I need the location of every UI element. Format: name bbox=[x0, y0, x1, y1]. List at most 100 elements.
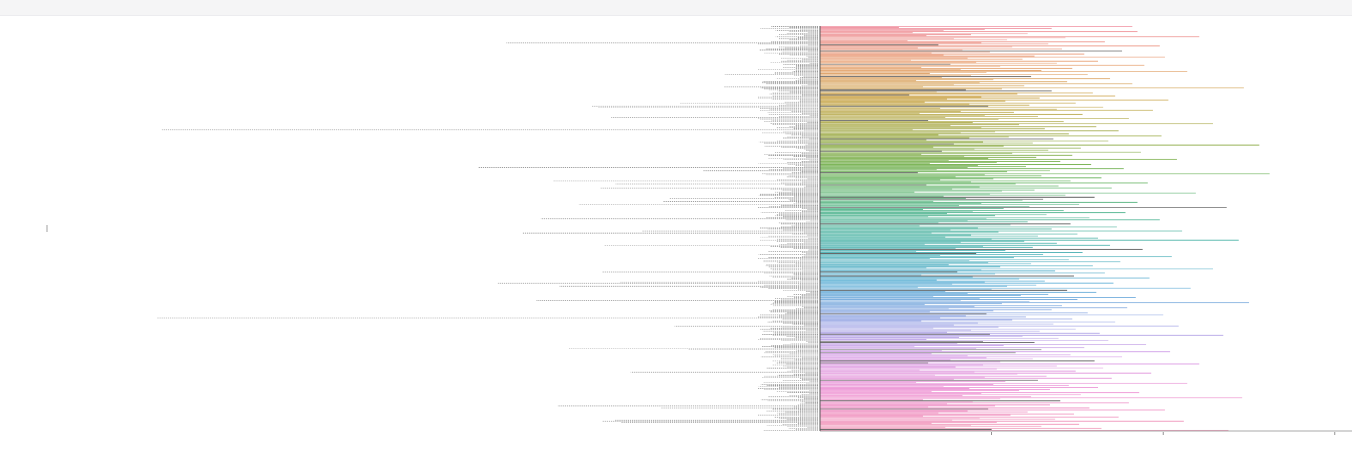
horizontal-bar-chart bbox=[46, 26, 1352, 435]
bar-mark bbox=[820, 93, 1018, 95]
bar-mark bbox=[820, 98, 947, 100]
bar-mark bbox=[820, 85, 1025, 87]
bar-mark bbox=[820, 298, 980, 299]
bar-mark bbox=[820, 352, 1016, 354]
bar-mark bbox=[820, 330, 1040, 332]
bar-mark bbox=[820, 303, 1002, 305]
bar-mark bbox=[820, 408, 989, 410]
bar-mark bbox=[820, 136, 1009, 138]
bar-mark bbox=[820, 368, 997, 370]
bar-mark bbox=[820, 196, 1095, 198]
bar-mark bbox=[820, 362, 929, 364]
bar-mark bbox=[820, 130, 1119, 132]
bar-mark bbox=[820, 403, 947, 405]
bar-mark bbox=[820, 106, 1104, 108]
bar-mark bbox=[820, 134, 939, 136]
bar-mark bbox=[820, 42, 982, 44]
bar-mark bbox=[820, 55, 1035, 57]
bar-mark bbox=[820, 133, 1069, 135]
bar-mark bbox=[820, 294, 1021, 296]
bar-mark bbox=[820, 171, 1008, 173]
bar-mark bbox=[820, 307, 1128, 309]
bar-mark bbox=[820, 113, 1083, 115]
bar-mark bbox=[820, 268, 1213, 270]
bar-mark bbox=[820, 335, 1023, 337]
bar-mark bbox=[820, 412, 939, 414]
bar-mark bbox=[820, 347, 1085, 349]
bar-mark bbox=[820, 159, 949, 161]
bar-mark bbox=[820, 123, 1213, 125]
bar-mark bbox=[820, 166, 1026, 168]
top-toolbar-strip bbox=[0, 0, 1352, 16]
bar-mark bbox=[820, 219, 1160, 221]
bar-mark bbox=[820, 314, 1164, 316]
bar-mark bbox=[820, 228, 1052, 230]
bar-mark bbox=[820, 200, 934, 202]
bar-mark bbox=[820, 333, 990, 335]
bar-mark bbox=[820, 296, 934, 297]
bar-mark bbox=[820, 406, 929, 408]
bar-mark bbox=[820, 281, 985, 283]
bar-mark bbox=[820, 178, 994, 180]
bar-mark bbox=[820, 349, 1042, 351]
bar-mark bbox=[820, 427, 1102, 429]
bar-mark bbox=[820, 231, 999, 233]
bar-mark bbox=[820, 315, 966, 317]
bar-mark bbox=[820, 398, 1001, 400]
bar-mark bbox=[820, 415, 923, 417]
bar-mark bbox=[820, 44, 939, 46]
bar-mark bbox=[820, 49, 963, 51]
bar-mark bbox=[820, 302, 1250, 304]
bar-mark bbox=[820, 364, 984, 366]
bar-mark bbox=[820, 120, 929, 122]
bar-mark bbox=[820, 114, 985, 116]
bar-mark bbox=[820, 146, 934, 148]
bar-mark bbox=[820, 58, 1023, 60]
bar-mark bbox=[820, 91, 937, 93]
bar-mark bbox=[820, 187, 1112, 189]
bar-mark bbox=[820, 26, 1133, 27]
bar-mark bbox=[820, 332, 1100, 334]
bar-mark bbox=[820, 328, 1076, 330]
chart-area bbox=[0, 15, 1352, 452]
bar-mark bbox=[820, 184, 927, 186]
bar-mark bbox=[820, 410, 968, 412]
bar-mark bbox=[820, 293, 1049, 295]
bar-mark bbox=[820, 168, 1124, 170]
bar-mark bbox=[820, 277, 1150, 279]
bar-mark bbox=[820, 31, 1138, 33]
bar-mark bbox=[820, 334, 1224, 336]
bar-mark bbox=[820, 419, 953, 421]
bar-mark bbox=[820, 116, 1038, 117]
bar-mark bbox=[820, 253, 977, 254]
bar-mark bbox=[820, 52, 932, 54]
bar-mark bbox=[820, 370, 1076, 372]
bar-mark bbox=[820, 386, 944, 387]
bar-mark bbox=[820, 199, 1023, 201]
bar-mark bbox=[820, 40, 908, 42]
bar-mark bbox=[820, 387, 1099, 388]
bar-mark bbox=[820, 376, 985, 378]
bar-mark bbox=[820, 157, 989, 159]
bar-mark bbox=[820, 291, 1097, 293]
bar-mark bbox=[820, 367, 1104, 369]
bar-mark bbox=[820, 422, 932, 424]
bar-mark bbox=[820, 319, 1013, 321]
bar-mark bbox=[820, 137, 970, 139]
bar-mark bbox=[820, 405, 996, 407]
bar-mark bbox=[820, 369, 920, 371]
bar-mark bbox=[820, 102, 1076, 104]
bar-mark bbox=[820, 69, 1042, 71]
bar-mark bbox=[820, 186, 980, 188]
bar-mark bbox=[820, 249, 1006, 251]
bar-mark bbox=[820, 267, 927, 269]
bar-mark bbox=[820, 51, 990, 53]
bar-mark bbox=[820, 74, 1088, 76]
bar-mark bbox=[820, 338, 927, 340]
bar-mark bbox=[820, 286, 918, 288]
bar-mark bbox=[820, 213, 947, 215]
bar-mark bbox=[820, 280, 1045, 282]
bar-mark bbox=[820, 223, 1071, 225]
bar-mark bbox=[820, 107, 941, 109]
bar-mark bbox=[820, 358, 1033, 360]
